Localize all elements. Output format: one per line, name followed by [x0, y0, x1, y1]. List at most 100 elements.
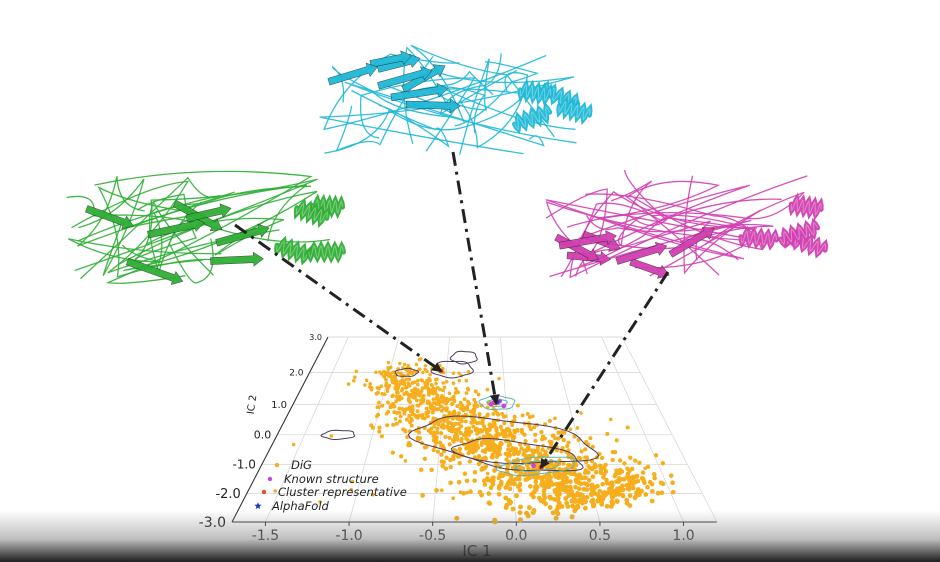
dig-point	[318, 500, 322, 504]
dig-point	[628, 455, 633, 460]
dig-point	[471, 410, 476, 415]
protein-loop	[71, 180, 280, 274]
protein-loop	[324, 84, 533, 154]
dig-point	[590, 497, 596, 503]
dig-point	[643, 466, 647, 471]
dig-point	[533, 479, 539, 485]
dig-point	[475, 421, 480, 426]
dig-point	[498, 424, 503, 429]
green-protein-structure-image	[66, 170, 346, 285]
dig-point	[464, 436, 469, 441]
dig-point	[531, 414, 535, 419]
dig-point	[573, 477, 579, 482]
dig-point	[421, 370, 425, 375]
known-structure-point	[501, 403, 507, 409]
protein-loop	[566, 191, 805, 246]
y-tick-label: 3.0	[309, 333, 322, 342]
dig-point	[383, 372, 388, 377]
protein-beta-strand	[369, 50, 413, 68]
dig-point	[457, 461, 462, 466]
density-contours	[320, 350, 600, 477]
dig-point	[390, 380, 395, 384]
dig-point	[441, 381, 446, 385]
dig-point	[520, 459, 526, 464]
legend-label: AlphaFold	[271, 499, 330, 513]
protein-helix	[512, 102, 553, 135]
legend-label: DiG	[291, 458, 312, 472]
dig-point	[435, 430, 440, 435]
dig-point	[598, 464, 603, 470]
dig-point	[464, 391, 469, 395]
y-axis-line	[231, 336, 329, 523]
dig-point	[572, 434, 577, 439]
dig-point	[403, 429, 408, 434]
dig-point	[354, 369, 359, 374]
dig-point	[441, 459, 446, 465]
dig-point	[516, 451, 521, 456]
dig-point	[590, 444, 595, 449]
protein-helix-highlight	[790, 197, 822, 216]
legend-label: Cluster representative	[278, 485, 407, 499]
dig-point	[488, 447, 493, 452]
dig-point	[633, 474, 639, 480]
dig-point	[431, 386, 436, 391]
protein-beta-strand	[558, 230, 617, 250]
dig-point	[467, 459, 473, 464]
dig-point	[552, 473, 556, 478]
dig-point	[420, 493, 425, 498]
dig-point	[579, 449, 584, 454]
dig-point	[455, 454, 461, 459]
dig-point	[439, 408, 444, 413]
dig-point	[414, 362, 419, 367]
dig-point	[425, 383, 430, 387]
dig-point	[456, 426, 461, 432]
dig-point	[446, 421, 451, 426]
protein-loop	[126, 184, 308, 242]
dig-point	[578, 456, 583, 461]
dig-point	[473, 428, 478, 433]
dig-point	[523, 454, 528, 459]
protein-loop	[344, 81, 577, 147]
dig-point	[445, 399, 450, 404]
dig-point	[576, 475, 582, 480]
dig-point	[397, 406, 402, 411]
dig-point	[432, 421, 437, 426]
dig-point	[627, 481, 632, 487]
dig-point	[539, 430, 544, 435]
dig-point	[416, 378, 420, 383]
dig-point	[490, 424, 495, 429]
protein-helix-highlight	[514, 106, 551, 131]
dig-point	[593, 470, 599, 475]
dig-point	[466, 450, 471, 456]
dig-point	[561, 461, 566, 466]
dig-point	[568, 427, 573, 432]
dig-point	[386, 367, 391, 372]
dig-point	[526, 475, 532, 481]
dig-point	[496, 491, 502, 497]
dig-point	[660, 481, 666, 487]
dig-point	[452, 399, 457, 403]
dig-point	[620, 493, 626, 499]
dig-point	[670, 489, 676, 495]
dig-point	[404, 385, 408, 389]
dig-point	[398, 414, 403, 419]
dig-point	[448, 480, 453, 486]
protein-helix	[517, 78, 554, 107]
legend-marker	[261, 489, 267, 495]
dig-point	[391, 422, 396, 427]
legend-label: Known structure	[284, 472, 379, 486]
grid-line-x	[265, 336, 349, 523]
x-tick-label: -1.5	[252, 528, 279, 544]
dig-point	[552, 497, 557, 502]
dig-point	[645, 484, 650, 490]
protein-loop	[545, 201, 755, 269]
dig-point	[610, 449, 615, 455]
dig-point	[525, 411, 530, 416]
dig-point	[456, 390, 461, 395]
dig-point	[459, 439, 464, 444]
dig-point	[627, 485, 633, 491]
dig-point	[472, 478, 477, 483]
dig-point	[556, 475, 561, 481]
dig-point	[473, 448, 478, 453]
dig-point	[462, 397, 467, 402]
